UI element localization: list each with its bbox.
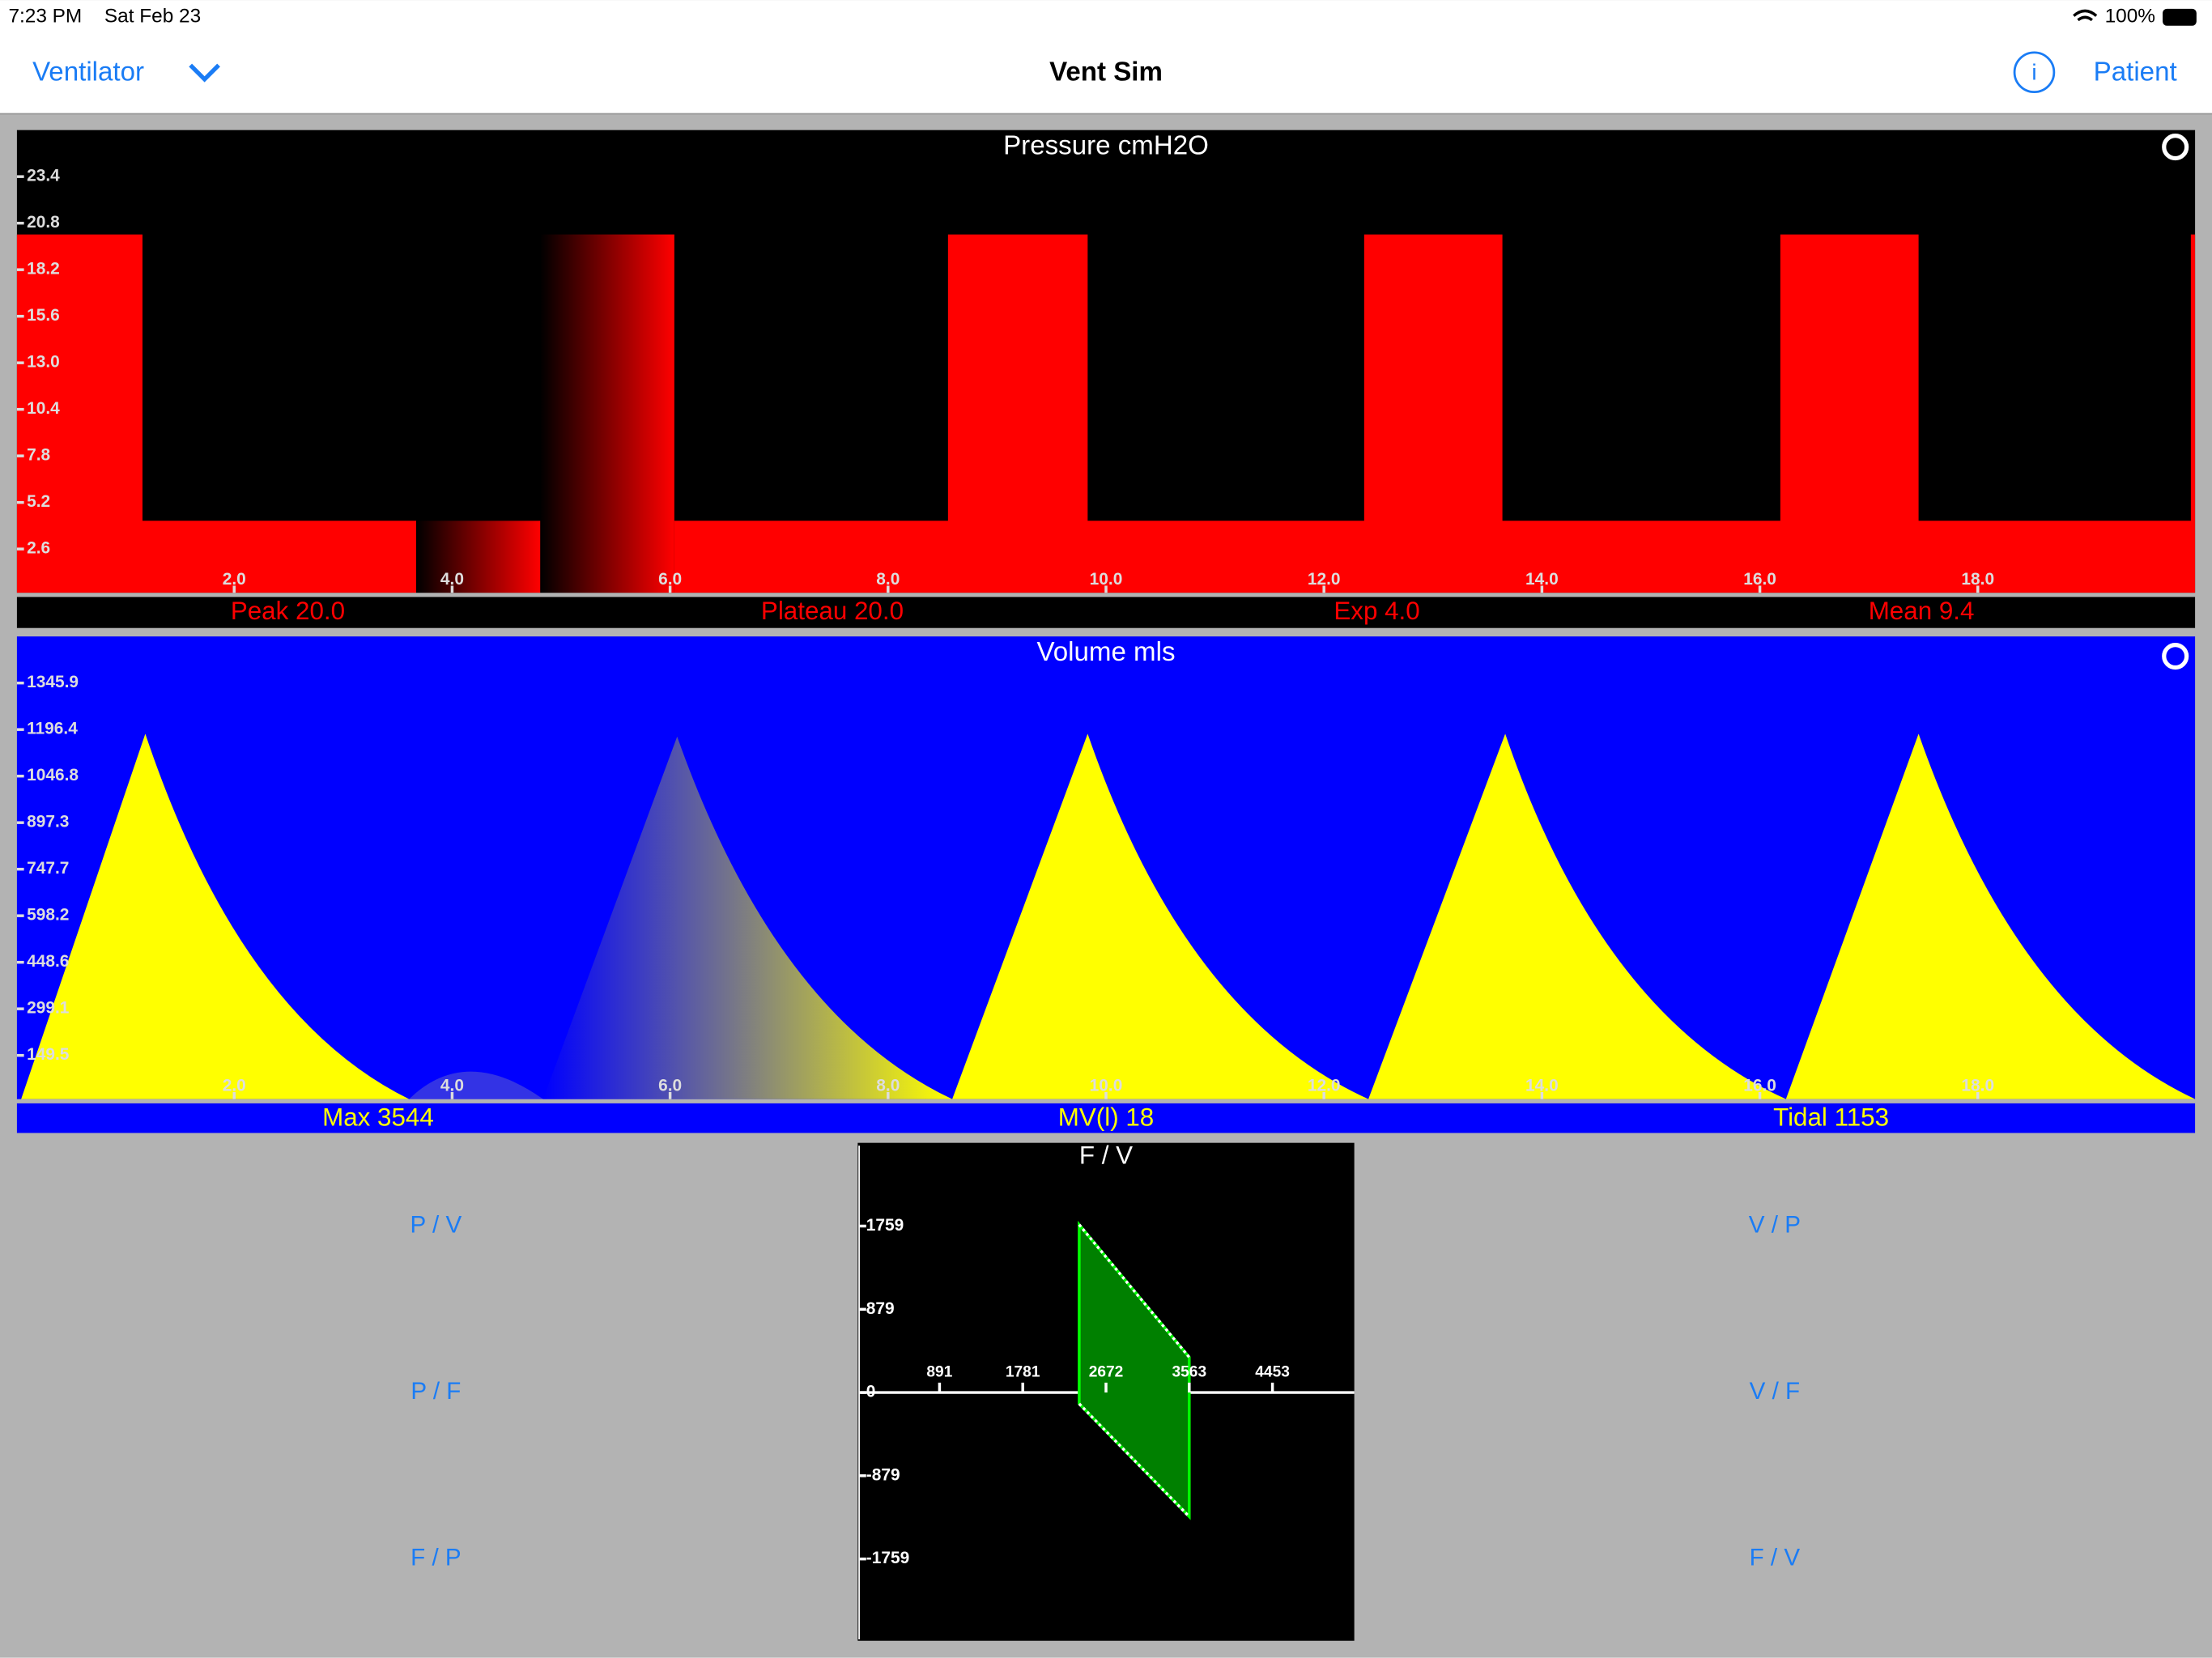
x-tick-label: 4.0 (440, 570, 464, 589)
sweep-fade (415, 521, 541, 593)
x-tick-label: 891 (926, 1364, 952, 1381)
y-tick-label: 18.2 (27, 260, 60, 278)
sweep-fade (409, 1071, 543, 1099)
x-tick-label: 12.0 (1308, 1076, 1341, 1095)
x-tick-label: 18.0 (1961, 1076, 1994, 1095)
x-tick-label: 14.0 (1525, 570, 1559, 589)
y-tick-label: 1345.9 (27, 673, 79, 691)
y-tick-label: 598.2 (27, 906, 69, 925)
x-tick-label: 2.0 (223, 1076, 246, 1095)
y-tick-label: 15.6 (27, 306, 60, 325)
y-tick-label: 2.6 (27, 539, 50, 558)
x-tick-label: 8.0 (876, 1076, 900, 1095)
x-tick-label: 2.0 (223, 570, 246, 589)
y-tick-label: 149.5 (27, 1045, 70, 1064)
wifi-icon (2073, 9, 2098, 22)
pressure-waveform (16, 234, 2196, 593)
loop-trace (1078, 1223, 1191, 1518)
pressure-chart: Pressure cmH2O 23.4 20.8 18.2 15.6 13.0 10.4 7.… (16, 130, 2196, 628)
y-tick-label: 879 (866, 1299, 895, 1318)
sweep-fade (540, 234, 674, 593)
loop-select-button[interactable]: V / P (1749, 1211, 1801, 1238)
stat-label: Exp 4.0 (1334, 597, 1419, 625)
y-tick-label: -1759 (866, 1549, 909, 1567)
x-tick-label: 18.0 (1961, 570, 1994, 589)
y-tick-label: 20.8 (27, 213, 60, 232)
x-tick-label: 4.0 (440, 1076, 464, 1095)
x-tick-label: 14.0 (1525, 1076, 1559, 1095)
x-tick-label: 12.0 (1308, 570, 1341, 589)
ventilator-button[interactable]: Ventilator (32, 57, 144, 87)
x-tick-label: 1781 (1006, 1364, 1040, 1381)
y-tick-label: 299.1 (27, 999, 70, 1018)
y-tick-label: 448.6 (27, 952, 69, 971)
stat-label: Tidal 1153 (1773, 1103, 1889, 1131)
x-tick-label: 4453 (1255, 1364, 1290, 1381)
stat-label: MV(l) 18 (1058, 1103, 1155, 1131)
y-tick-label: 747.7 (27, 859, 69, 878)
volume-waveform (21, 733, 2196, 1099)
settings-icon[interactable] (2162, 643, 2189, 670)
settings-icon[interactable] (2162, 134, 2189, 161)
volume-chart: Volume mls 1345.9 1196.4 1046.8 897.3 747.7 59… (16, 636, 2196, 1133)
stat-label: Plateau 20.0 (761, 597, 904, 625)
y-tick-label: 1759 (866, 1216, 904, 1235)
x-tick-label: 8.0 (876, 570, 900, 589)
y-tick-label: 7.8 (27, 446, 50, 465)
stat-label: Mean 9.4 (1869, 597, 1975, 625)
top-bar (0, 0, 2212, 113)
chart-title: Volume mls (1036, 637, 1175, 667)
stat-label: Peak 20.0 (231, 597, 345, 625)
y-tick-label: 13.0 (27, 353, 60, 372)
dropdown-chevron[interactable] (189, 63, 220, 83)
x-tick-label: 10.0 (1090, 570, 1123, 589)
loop-chart: F / V 1759 879 0 -879 -1759 891 1781 2672 3563 445… (857, 1141, 1355, 1641)
volume-waveform (542, 736, 953, 1099)
x-tick-label: 16.0 (1743, 570, 1776, 589)
y-tick-label: 10.4 (27, 399, 60, 418)
status-time: 7:23 PM (8, 6, 82, 28)
loop-select-button[interactable]: V / F (1750, 1378, 1801, 1405)
y-tick-label: 0 (866, 1383, 876, 1401)
stats-bar (16, 597, 2196, 628)
info-button[interactable] (2013, 51, 2056, 94)
chart-title: F / V (1079, 1141, 1133, 1169)
x-tick-label: 16.0 (1743, 1076, 1776, 1095)
loop-select-button[interactable]: F / P (410, 1544, 462, 1571)
loop-select-button[interactable]: P / F (410, 1378, 461, 1405)
y-tick-label: 897.3 (27, 813, 69, 831)
stat-label: Max 3544 (322, 1103, 434, 1131)
info-icon[interactable]: i (2031, 59, 2036, 84)
x-tick-label: 6.0 (658, 1076, 682, 1095)
loop-select-button[interactable]: P / V (410, 1211, 462, 1238)
x-tick-label: 10.0 (1090, 1076, 1123, 1095)
y-tick-label: 1196.4 (27, 720, 78, 738)
battery-icon (2163, 8, 2197, 26)
stats-bar (16, 1103, 2196, 1133)
y-tick-label: 1046.8 (27, 766, 79, 784)
x-tick-label: 3563 (1172, 1364, 1206, 1381)
x-tick-label: 6.0 (658, 570, 682, 589)
nav-title: Vent Sim (1049, 57, 1163, 87)
y-tick-label: -879 (866, 1465, 900, 1484)
x-tick-label: 2672 (1089, 1364, 1124, 1381)
y-tick-label: 23.4 (27, 167, 60, 185)
status-battery: 100% (2105, 6, 2155, 28)
y-tick-label: 5.2 (27, 492, 50, 511)
loop-select-button[interactable]: F / V (1750, 1544, 1801, 1571)
patient-button[interactable]: Patient (2094, 57, 2177, 87)
chart-title: Pressure cmH2O (1003, 130, 1209, 160)
status-date: Sat Feb 23 (104, 6, 201, 28)
